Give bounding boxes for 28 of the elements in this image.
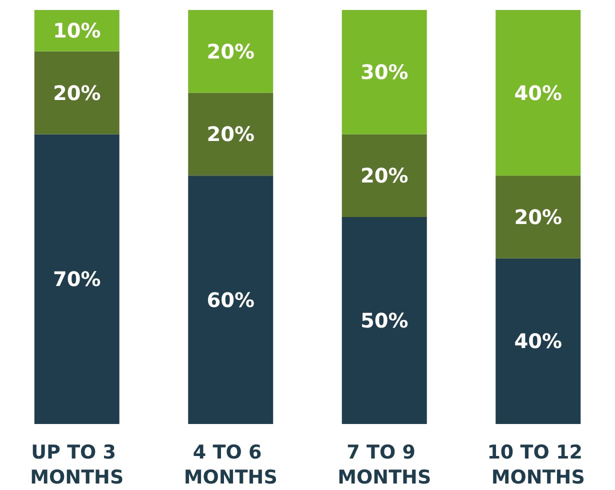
data-label: 20% <box>514 205 562 229</box>
data-label: 20% <box>360 164 408 188</box>
data-label: 50% <box>360 308 408 332</box>
data-label: 20% <box>206 122 255 146</box>
x-tick-label: 4 TO 6 MONTHS <box>184 442 278 488</box>
data-label: 40% <box>514 329 562 354</box>
data-label: 60% <box>206 288 255 312</box>
bar <box>342 134 427 217</box>
bar <box>188 10 274 93</box>
bar <box>34 51 120 134</box>
bar <box>34 134 120 424</box>
x-tick-label: UP TO 3 MONTHS <box>30 442 124 488</box>
x-tick-label: 10 TO 12 MONTHS <box>487 442 590 488</box>
data-label: 30% <box>360 60 408 84</box>
bar <box>34 10 120 52</box>
x-tick-label: 7 TO 9 MONTHS <box>338 442 432 488</box>
data-label: 70% <box>52 267 101 292</box>
data-label: 10% <box>52 18 101 43</box>
bar <box>188 92 274 176</box>
data-label: 20% <box>52 80 101 105</box>
bar <box>188 176 274 424</box>
data-label: 20% <box>206 39 255 64</box>
bar <box>342 217 427 424</box>
data-label: 40% <box>514 80 562 105</box>
bar <box>342 10 427 134</box>
bar <box>496 258 581 424</box>
bar <box>496 10 581 176</box>
bar <box>496 176 581 258</box>
